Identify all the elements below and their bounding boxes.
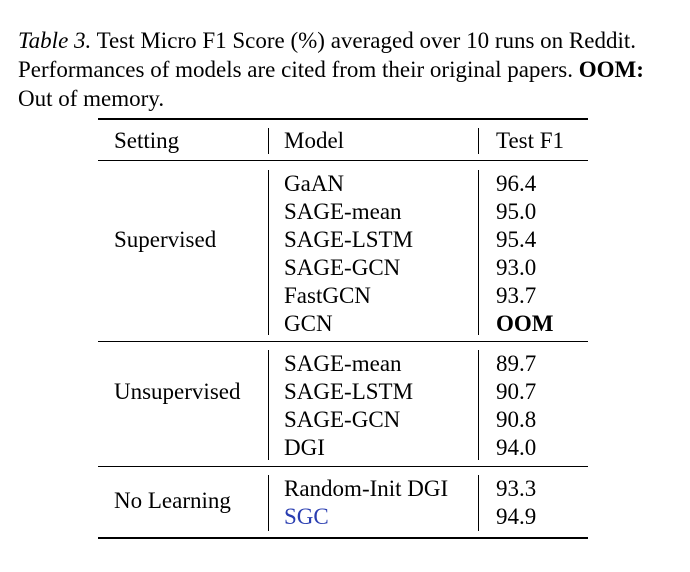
model-cell: FastGCN [284, 283, 371, 308]
header-divider-2 [478, 128, 479, 154]
group-no-learning: No Learning Random-Init DGI 93.3 SGC 94.… [98, 467, 588, 537]
model-cell: SAGE-LSTM [284, 379, 414, 404]
caption-label: Table 3. [18, 28, 92, 53]
f1-cell: 94.9 [496, 504, 537, 529]
group-setting-label: Unsupervised [114, 379, 241, 404]
table-caption: Table 3. Test Micro F1 Score (%) average… [18, 26, 678, 113]
header-setting: Setting [114, 128, 180, 153]
caption-oom-key: OOM: [578, 57, 644, 82]
model-cell: SAGE-mean [284, 351, 402, 376]
group-divider-1 [268, 350, 269, 460]
f1-cell-oom: OOM [496, 311, 554, 336]
group-setting-label: No Learning [114, 488, 231, 513]
group-divider-1 [268, 475, 269, 531]
f1-cell: 89.7 [496, 351, 537, 376]
model-cell: SAGE-LSTM [284, 227, 414, 252]
top-rule [98, 118, 588, 120]
group-unsupervised: Unsupervised SAGE-mean 89.7 SAGE-LSTM 90… [98, 342, 588, 466]
f1-cell: 90.7 [496, 379, 537, 404]
f1-cell: 95.4 [496, 227, 537, 252]
f1-cell: 93.3 [496, 476, 537, 501]
model-cell: Random-Init DGI [284, 476, 449, 501]
f1-cell: 96.4 [496, 171, 537, 196]
group-divider-2 [478, 170, 479, 335]
table-header-row: Setting Model Test F1 [98, 120, 588, 160]
f1-cell: 95.0 [496, 199, 537, 224]
header-test-f1: Test F1 [496, 128, 565, 153]
model-cell: SAGE-mean [284, 199, 402, 224]
caption-text: Test Micro F1 Score (%) averaged over 10… [18, 28, 637, 82]
group-supervised: Supervised GaAN 96.4 SAGE-mean 95.0 SAGE… [98, 161, 588, 341]
header-rule [98, 160, 588, 161]
model-cell: DGI [284, 435, 325, 460]
f1-cell: 93.0 [496, 255, 537, 280]
model-cell: SAGE-GCN [284, 255, 401, 280]
f1-cell: 94.0 [496, 435, 537, 460]
header-divider-1 [268, 128, 269, 154]
group-rule [98, 341, 588, 342]
group-divider-2 [478, 350, 479, 460]
group-divider-2 [478, 475, 479, 531]
group-rule [98, 466, 588, 467]
bottom-rule [98, 537, 588, 539]
sgc-model-link[interactable]: SGC [284, 504, 329, 529]
model-cell: SAGE-GCN [284, 407, 401, 432]
group-divider-1 [268, 170, 269, 335]
caption-oom-desc: Out of memory. [18, 86, 165, 111]
group-setting-label: Supervised [114, 227, 217, 252]
f1-cell: 93.7 [496, 283, 537, 308]
f1-cell: 90.8 [496, 407, 537, 432]
header-model: Model [284, 128, 345, 153]
model-cell: GaAN [284, 171, 345, 196]
results-table: Setting Model Test F1 Supervised GaAN 96… [98, 118, 588, 539]
model-cell: GCN [284, 311, 333, 336]
